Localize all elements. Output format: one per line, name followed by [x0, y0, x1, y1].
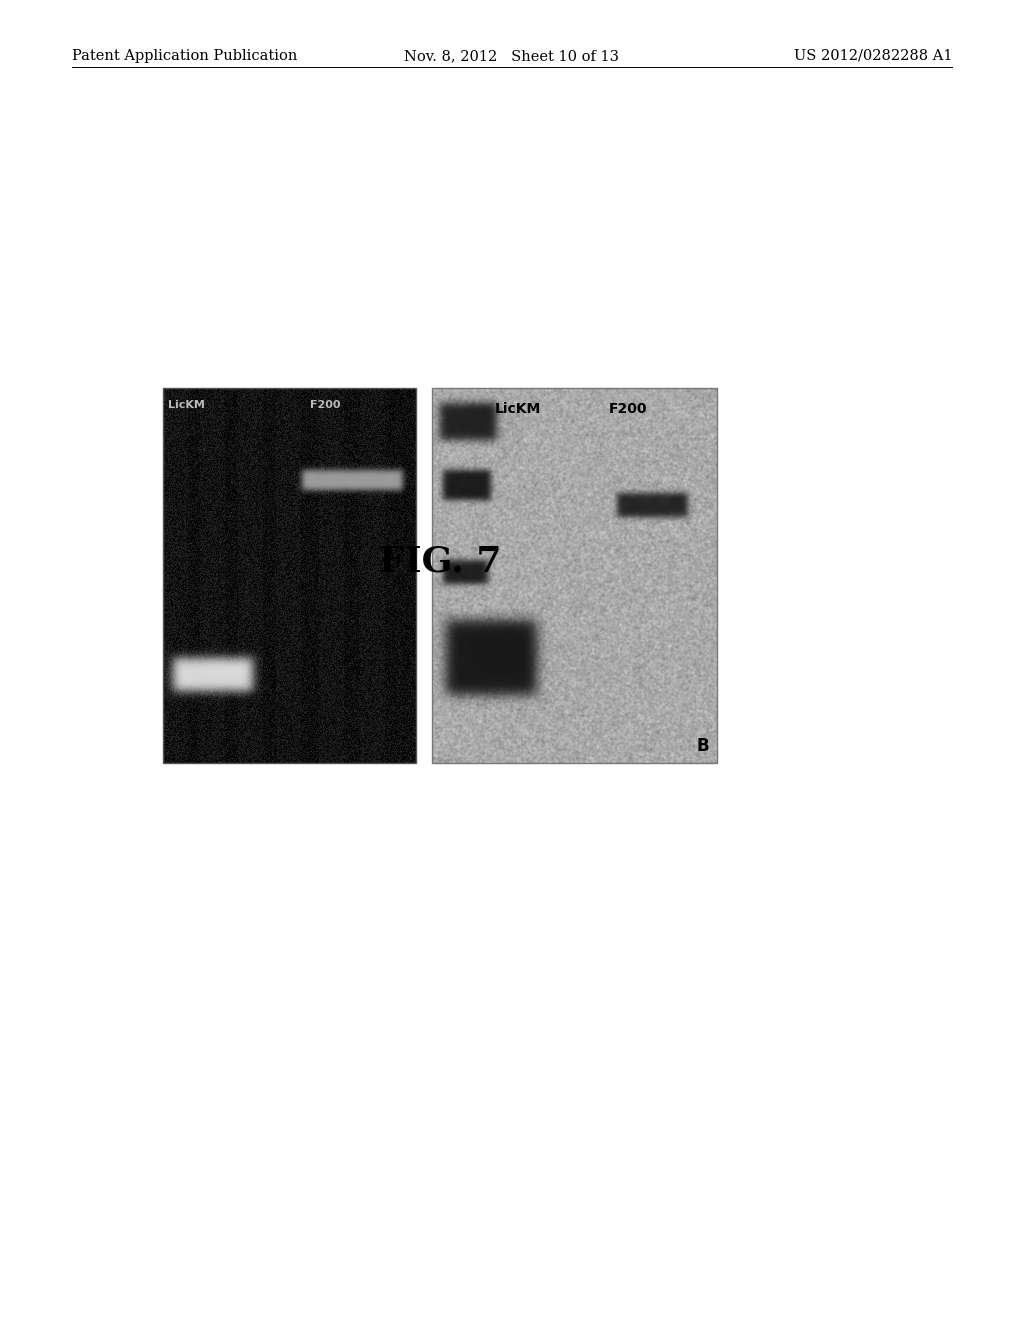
Bar: [432, 388, 717, 763]
Bar: [163, 388, 416, 763]
Text: B: B: [696, 737, 709, 755]
Text: LicKM: LicKM: [495, 403, 541, 416]
Text: US 2012/0282288 A1: US 2012/0282288 A1: [794, 49, 952, 63]
Text: F200: F200: [309, 400, 340, 411]
Text: FIG. 7: FIG. 7: [379, 544, 502, 578]
Text: Nov. 8, 2012   Sheet 10 of 13: Nov. 8, 2012 Sheet 10 of 13: [404, 49, 620, 63]
Text: Patent Application Publication: Patent Application Publication: [72, 49, 297, 63]
Text: F200: F200: [608, 403, 647, 416]
Text: LicKM: LicKM: [168, 400, 205, 411]
